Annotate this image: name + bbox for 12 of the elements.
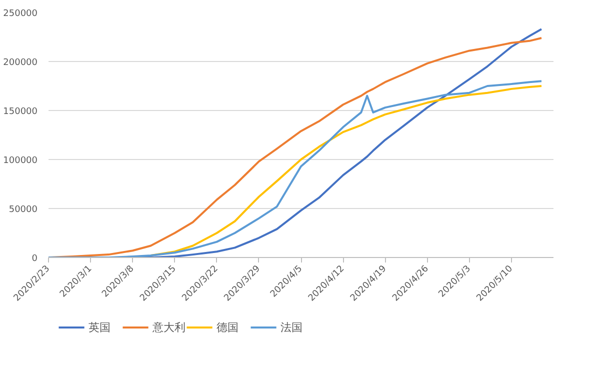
legend-label: 法国 bbox=[280, 321, 302, 334]
y-tick-label: 0 bbox=[32, 254, 38, 264]
legend-label: 意大利 bbox=[151, 321, 186, 334]
legend-label: 英国 bbox=[88, 321, 110, 334]
y-tick-label: 150000 bbox=[3, 107, 38, 117]
line-series bbox=[150, 85, 542, 257]
y-tick-label: 50000 bbox=[8, 205, 38, 215]
y-tick-label: 100000 bbox=[3, 156, 38, 166]
y-tick-label: 250000 bbox=[3, 9, 38, 19]
y-tick-label: 200000 bbox=[3, 58, 38, 68]
line-series bbox=[48, 80, 542, 258]
legend-label: 德国 bbox=[216, 321, 238, 334]
